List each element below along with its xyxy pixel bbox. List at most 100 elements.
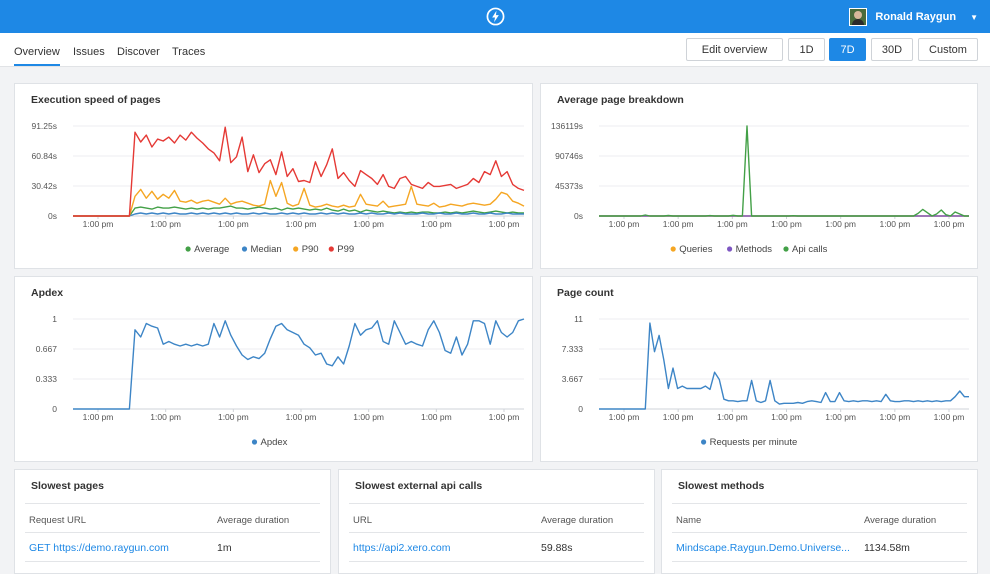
y-tick-label: 0.333 (36, 374, 58, 384)
legend-marker (251, 439, 258, 445)
card-title: Execution speed of pages (31, 94, 161, 106)
y-tick-label: 136119s (551, 121, 583, 131)
x-tick-label: 1:00 pm (609, 219, 640, 229)
tab-traces[interactable]: Traces (172, 46, 206, 58)
chevron-down-icon: ▼ (970, 12, 978, 22)
range-7d-button[interactable]: 7D (829, 38, 866, 61)
x-tick-label: 1:00 pm (663, 219, 694, 229)
apdex-card: Apdex 1 0.667 0.333 0 1:00 pm 1:00 pm 1:00 pm 1… (14, 276, 533, 462)
legend-label: Queries (679, 244, 713, 255)
x-tick-label: 1:00 pm (717, 219, 748, 229)
y-tick-label: 0.667 (36, 344, 58, 354)
x-tick-label: 1:00 pm (421, 412, 452, 422)
table-row-value: 1m (217, 542, 232, 554)
x-tick-label: 1:00 pm (663, 412, 694, 422)
tab-discover[interactable]: Discover (117, 46, 160, 58)
slowest-methods-card: Slowest methods Name Average duration Mi… (661, 469, 978, 574)
y-tick-label: 90746s (555, 151, 583, 161)
series-line-p90 (73, 179, 525, 217)
user-menu[interactable]: Ronald Raygun ▼ (849, 7, 978, 27)
series-line-p99 (73, 126, 525, 217)
x-tick-label: 1:00 pm (218, 412, 249, 422)
card-title: Page count (557, 287, 614, 299)
divider (349, 561, 644, 562)
table-row-value: 1134.58m (864, 542, 910, 554)
y-tick-label: 91.25s (31, 121, 57, 131)
x-tick-label: 1:00 pm (934, 412, 965, 422)
x-tick-label: 1:00 pm (150, 219, 181, 229)
average-page-breakdown-card: Average page breakdown 136119s 90746s 4537… (540, 83, 978, 269)
series-line-average (73, 205, 524, 217)
range-30d-button[interactable]: 30D (871, 38, 913, 61)
series-line-median (73, 212, 524, 217)
x-tick-label: 1:00 pm (286, 219, 317, 229)
divider (672, 532, 967, 533)
x-tick-label: 1:00 pm (717, 412, 748, 422)
range-custom-button[interactable]: Custom (918, 38, 978, 61)
legend-label: Requests per minute (710, 437, 798, 448)
series-line-apdex (73, 318, 525, 410)
y-tick-label: 1 (52, 314, 57, 324)
card-title: Slowest methods (678, 480, 765, 492)
legend-marker (701, 439, 707, 445)
x-tick-label: 1:00 pm (771, 412, 802, 422)
divider (25, 561, 320, 562)
lightning-bolt-icon[interactable] (486, 7, 505, 26)
divider (349, 503, 644, 504)
column-header: URL (353, 515, 373, 526)
legend-label: P99 (337, 244, 354, 255)
legend-marker (783, 246, 789, 252)
y-tick-label: 0 (52, 404, 57, 414)
y-tick-label: 30.42s (31, 181, 57, 191)
legend-label: P90 (302, 244, 319, 255)
tab-issues[interactable]: Issues (73, 46, 105, 58)
x-tick-label: 1:00 pm (421, 219, 452, 229)
x-tick-label: 1:00 pm (353, 412, 384, 422)
legend-label: Median (251, 244, 282, 255)
y-tick-label: 45373s (555, 181, 583, 191)
legend-label: Api calls (792, 244, 828, 255)
column-header: Name (676, 515, 702, 526)
legend-marker (185, 246, 191, 252)
series-line-api-calls (599, 125, 969, 217)
legend-marker (670, 246, 676, 252)
divider (349, 532, 644, 533)
series-line-requests-per-minute (599, 322, 969, 410)
execution-speed-card: Execution speed of pages 91.25s 60.84s 30.… (14, 83, 533, 269)
table-row-link[interactable]: GET https://demo.raygun.com (29, 542, 169, 554)
x-tick-label: 1:00 pm (771, 219, 802, 229)
y-tick-label: 11 (574, 314, 583, 324)
card-title: Slowest external api calls (355, 480, 483, 492)
x-tick-label: 1:00 pm (934, 219, 965, 229)
top-bar: Ronald Raygun ▼ (0, 0, 990, 33)
table-row-link[interactable]: https://api2.xero.com (353, 542, 451, 554)
y-tick-label: 0s (574, 211, 583, 221)
y-tick-label: 0s (48, 211, 57, 221)
average-page-breakdown-chart: 136119s 90746s 45373s 0s 1:00 pm 1:00 pm 1:00 … (551, 121, 969, 255)
legend-label: Apdex (261, 437, 288, 448)
slowest-pages-card: Slowest pages Request URL Average durati… (14, 469, 331, 574)
legend-marker (727, 246, 733, 252)
table-row-link[interactable]: Mindscape.Raygun.Demo.Universe... (676, 542, 850, 554)
card-title: Average page breakdown (557, 94, 684, 106)
edit-overview-button[interactable]: Edit overview (686, 38, 783, 61)
x-tick-label: 1:00 pm (353, 219, 384, 229)
apdex-chart: 1 0.667 0.333 0 1:00 pm 1:00 pm 1:00 pm 1:00 pm… (36, 314, 525, 448)
range-1d-button[interactable]: 1D (788, 38, 825, 61)
legend-marker (328, 246, 334, 252)
page-count-card: Page count 11 7.333 3.667 0 1:00 pm 1:00 pm 1:… (540, 276, 978, 462)
legend-marker (293, 246, 299, 252)
divider (25, 503, 320, 504)
column-header: Request URL (29, 515, 87, 526)
card-title: Apdex (31, 287, 64, 299)
x-tick-label: 1:00 pm (609, 412, 640, 422)
x-tick-label: 1:00 pm (286, 412, 317, 422)
avatar (849, 8, 868, 26)
table-row-value: 59.88s (541, 542, 573, 554)
divider (25, 532, 320, 533)
column-header: Average duration (541, 515, 614, 526)
execution-speed-chart: 91.25s 60.84s 30.42s 0s 1:00 pm 1:00 pm 1:00 p… (31, 121, 525, 255)
tab-overview[interactable]: Overview (14, 46, 60, 66)
user-name: Ronald Raygun (875, 11, 957, 23)
legend-label: Methods (736, 244, 773, 255)
